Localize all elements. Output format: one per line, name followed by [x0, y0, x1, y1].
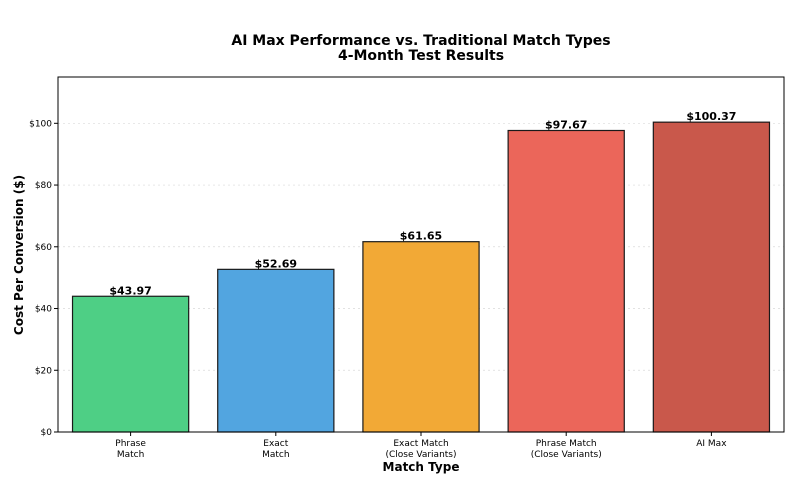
bar — [362, 241, 480, 433]
x-tick-label: Phrase — [115, 439, 146, 449]
y-tick-label: $0 — [41, 428, 53, 438]
y-tick-label: $60 — [35, 243, 52, 253]
x-tick-label: AI Max — [696, 439, 727, 449]
chart-title-line-2: 4-Month Test Results — [338, 48, 504, 64]
bar — [652, 121, 771, 433]
x-axis-label: Match Type — [383, 460, 460, 474]
x-tick-label: Match — [117, 450, 144, 460]
bars — [71, 121, 771, 433]
bar-value-label: $100.37 — [686, 110, 736, 123]
bar-value-label: $61.65 — [400, 230, 442, 243]
plot-area-frame — [57, 76, 785, 433]
bar-value-label: $52.69 — [255, 257, 297, 270]
data-labels: $43.97 $52.69 $61.65 $97.67 $100.37 — [109, 110, 736, 297]
y-ticks: $0 $20 $40 $60 $80 $100 — [29, 119, 58, 438]
x-tick-label: Phrase Match — [536, 439, 597, 449]
y-tick-label: $100 — [29, 119, 52, 129]
x-tick-label: Exact Match — [393, 439, 448, 449]
y-tick-label: $80 — [35, 181, 52, 191]
bar — [217, 268, 335, 433]
x-tick-label: Exact — [263, 439, 288, 449]
x-tick-label: (Close Variants) — [385, 450, 456, 460]
chart-title-line-1: AI Max Performance vs. Traditional Match… — [231, 33, 610, 49]
bar — [71, 295, 190, 433]
y-tick-label: $40 — [35, 305, 52, 315]
bar-value-label: $97.67 — [545, 118, 587, 131]
bar — [507, 129, 625, 433]
y-axis-label: Cost Per Conversion ($) — [12, 175, 26, 335]
bar-value-label: $43.97 — [109, 284, 151, 297]
y-tick-label: $20 — [35, 366, 52, 376]
x-tick-label: Match — [262, 450, 289, 460]
x-tick-label: (Close Variants) — [531, 450, 602, 460]
